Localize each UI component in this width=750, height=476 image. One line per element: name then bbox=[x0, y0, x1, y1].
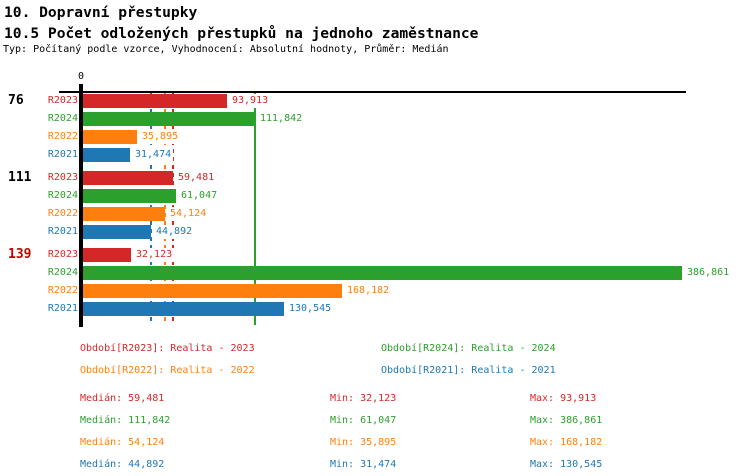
bar-series-label-r2023: R2023 bbox=[47, 95, 78, 106]
bar-r2024 bbox=[83, 189, 176, 203]
bar-series-label-r2022: R2022 bbox=[47, 285, 78, 296]
bar-r2021 bbox=[83, 148, 130, 162]
legend-item-r2023: Období[R2023]: Realita - 2023 bbox=[80, 343, 255, 354]
bar-value-label: 130,545 bbox=[287, 302, 334, 316]
indicator-title: 10.5 Počet odložených přestupků na jedno… bbox=[4, 25, 479, 42]
stat-median-r2024: Medián: 111,842 bbox=[80, 415, 171, 426]
bar-series-label-r2024: R2024 bbox=[47, 190, 78, 201]
bar-series-label-r2021: R2021 bbox=[47, 226, 78, 237]
stat-min-r2023: Min: 32,123 bbox=[330, 393, 397, 404]
indicator-meta: Typ: Počítaný podle vzorce, Vyhodnocení:… bbox=[3, 44, 449, 55]
x-axis-zero-label: 0 bbox=[77, 71, 85, 82]
report-section-title: 10. Dopravní přestupky bbox=[4, 4, 198, 21]
bar-series-label-r2022: R2022 bbox=[47, 131, 78, 142]
bar-r2023 bbox=[83, 171, 173, 185]
bar-r2022 bbox=[83, 207, 165, 221]
bar-value-label: 61,047 bbox=[179, 189, 220, 203]
stat-min-r2022: Min: 35,895 bbox=[330, 437, 397, 448]
bar-value-label: 31,474 bbox=[133, 148, 174, 162]
bar-value-label: 54,124 bbox=[168, 207, 209, 221]
bar-r2024 bbox=[83, 266, 682, 280]
bar-value-label: 35,895 bbox=[140, 130, 181, 144]
bar-r2022 bbox=[83, 284, 342, 298]
bar-value-label: 44,892 bbox=[154, 225, 195, 239]
stat-min-r2024: Min: 61,047 bbox=[330, 415, 397, 426]
bar-value-label: 93,913 bbox=[230, 94, 271, 108]
bar-series-label-r2024: R2024 bbox=[47, 113, 78, 124]
stat-max-r2022: Max: 168,182 bbox=[530, 437, 603, 448]
bar-series-label-r2023: R2023 bbox=[47, 249, 78, 260]
bar-r2021 bbox=[83, 225, 151, 239]
bar-value-label: 111,842 bbox=[258, 112, 305, 126]
bar-series-label-r2021: R2021 bbox=[47, 149, 78, 160]
bar-r2022 bbox=[83, 130, 137, 144]
stat-median-r2023: Medián: 59,481 bbox=[80, 393, 165, 404]
median-line-r2022 bbox=[164, 93, 166, 325]
bar-series-label-r2023: R2023 bbox=[47, 172, 78, 183]
bar-series-label-r2021: R2021 bbox=[47, 303, 78, 314]
bar-value-label: 168,182 bbox=[345, 284, 392, 298]
bar-r2023 bbox=[83, 94, 227, 108]
group-label: 139 bbox=[8, 247, 32, 262]
median-line-r2024 bbox=[254, 93, 256, 325]
y-axis-line bbox=[79, 84, 83, 327]
legend-item-r2024: Období[R2024]: Realita - 2024 bbox=[381, 343, 556, 354]
stat-min-r2021: Min: 31,474 bbox=[330, 459, 397, 470]
bar-value-label: 32,123 bbox=[134, 248, 175, 262]
x-axis-line bbox=[59, 91, 686, 93]
stat-max-r2023: Max: 93,913 bbox=[530, 393, 597, 404]
stat-median-r2022: Medián: 54,124 bbox=[80, 437, 165, 448]
bar-series-label-r2024: R2024 bbox=[47, 267, 78, 278]
stat-median-r2021: Medián: 44,892 bbox=[80, 459, 165, 470]
group-label: 76 bbox=[8, 93, 24, 108]
stat-max-r2021: Max: 130,545 bbox=[530, 459, 603, 470]
legend-item-r2021: Období[R2021]: Realita - 2021 bbox=[381, 365, 556, 376]
stat-max-r2024: Max: 386,861 bbox=[530, 415, 603, 426]
bar-r2024 bbox=[83, 112, 255, 126]
bar-value-label: 386,861 bbox=[685, 266, 732, 280]
legend-item-r2022: Období[R2022]: Realita - 2022 bbox=[80, 365, 255, 376]
bar-r2023 bbox=[83, 248, 131, 262]
bar-series-label-r2022: R2022 bbox=[47, 208, 78, 219]
bar-r2021 bbox=[83, 302, 284, 316]
bar-value-label: 59,481 bbox=[176, 171, 217, 185]
group-label: 111 bbox=[8, 170, 32, 185]
